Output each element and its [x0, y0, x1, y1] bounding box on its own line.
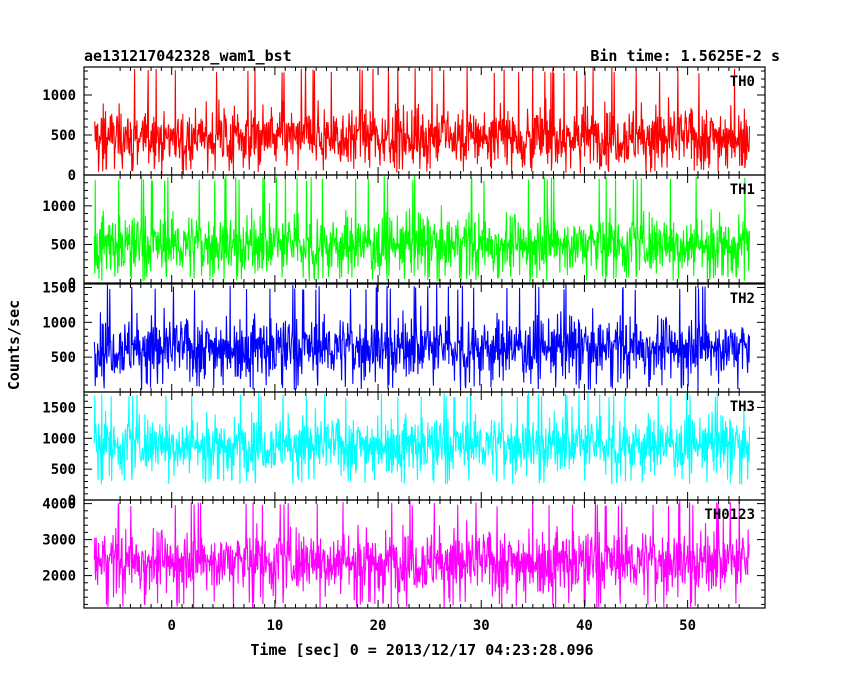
panel-th1: 0 500 1000 TH1 [42, 174, 766, 292]
y-tick-label: 1000 [42, 199, 76, 215]
x-tick-label: 20 [370, 618, 387, 634]
x-tick-label: 50 [679, 618, 696, 634]
panel-th0: 0 500 1000 TH0 [42, 66, 766, 184]
y-tick-label: 1000 [42, 88, 76, 104]
y-tick-label: 500 [51, 350, 76, 366]
series-label-th2: TH2 [730, 291, 755, 307]
x-tick-label: 0 [167, 618, 175, 634]
series-label-th1: TH1 [730, 182, 755, 198]
series-label-th3: TH3 [730, 399, 755, 415]
panel-th0123: 2000 3000 4000 TH0123 [42, 497, 766, 609]
series-line-th3 [93, 392, 751, 485]
y-tick-label: 500 [51, 237, 76, 253]
y-tick-label: 500 [51, 462, 76, 478]
x-tick-label: 30 [473, 618, 490, 634]
y-tick-label: 1500 [42, 280, 76, 296]
y-tick-label: 1500 [42, 400, 76, 416]
series-line-th0 [94, 67, 751, 176]
x-tick-label: 10 [266, 618, 283, 634]
y-tick-label: 4000 [42, 497, 76, 513]
y-tick-label: 2000 [42, 569, 76, 585]
y-tick-label: 0 [68, 168, 76, 184]
series-line-th0123 [93, 500, 750, 608]
y-axis-label: Counts/sec [5, 300, 23, 390]
y-tick-label: 3000 [42, 533, 76, 549]
panel-th3: 0 500 1000 1500 TH3 [42, 391, 766, 509]
y-tick-label: 0 [68, 493, 76, 509]
x-axis-label: Time [sec] 0 = 2013/12/17 04:23:28.096 [250, 641, 593, 659]
series-label-th0: TH0 [730, 74, 755, 90]
series-line-th1 [93, 175, 751, 284]
panels-group: 05001000TH005001000TH150010001500TH20500… [42, 66, 766, 634]
y-tick-label: 1000 [42, 315, 76, 331]
chart-title: ae131217042328_wam1_bst [84, 47, 292, 65]
panel-th2: 500 1000 1500 TH2 [42, 280, 766, 393]
y-tick-label: 0 [68, 276, 76, 292]
series-label-th0123: TH0123 [704, 507, 755, 523]
series-line-th2 [93, 284, 751, 390]
y-tick-label: 1000 [42, 431, 76, 447]
y-tick-label: 500 [51, 128, 76, 144]
x-tick-label: 40 [576, 618, 593, 634]
chart-subtitle: Bin time: 1.5625E-2 s [590, 47, 780, 65]
